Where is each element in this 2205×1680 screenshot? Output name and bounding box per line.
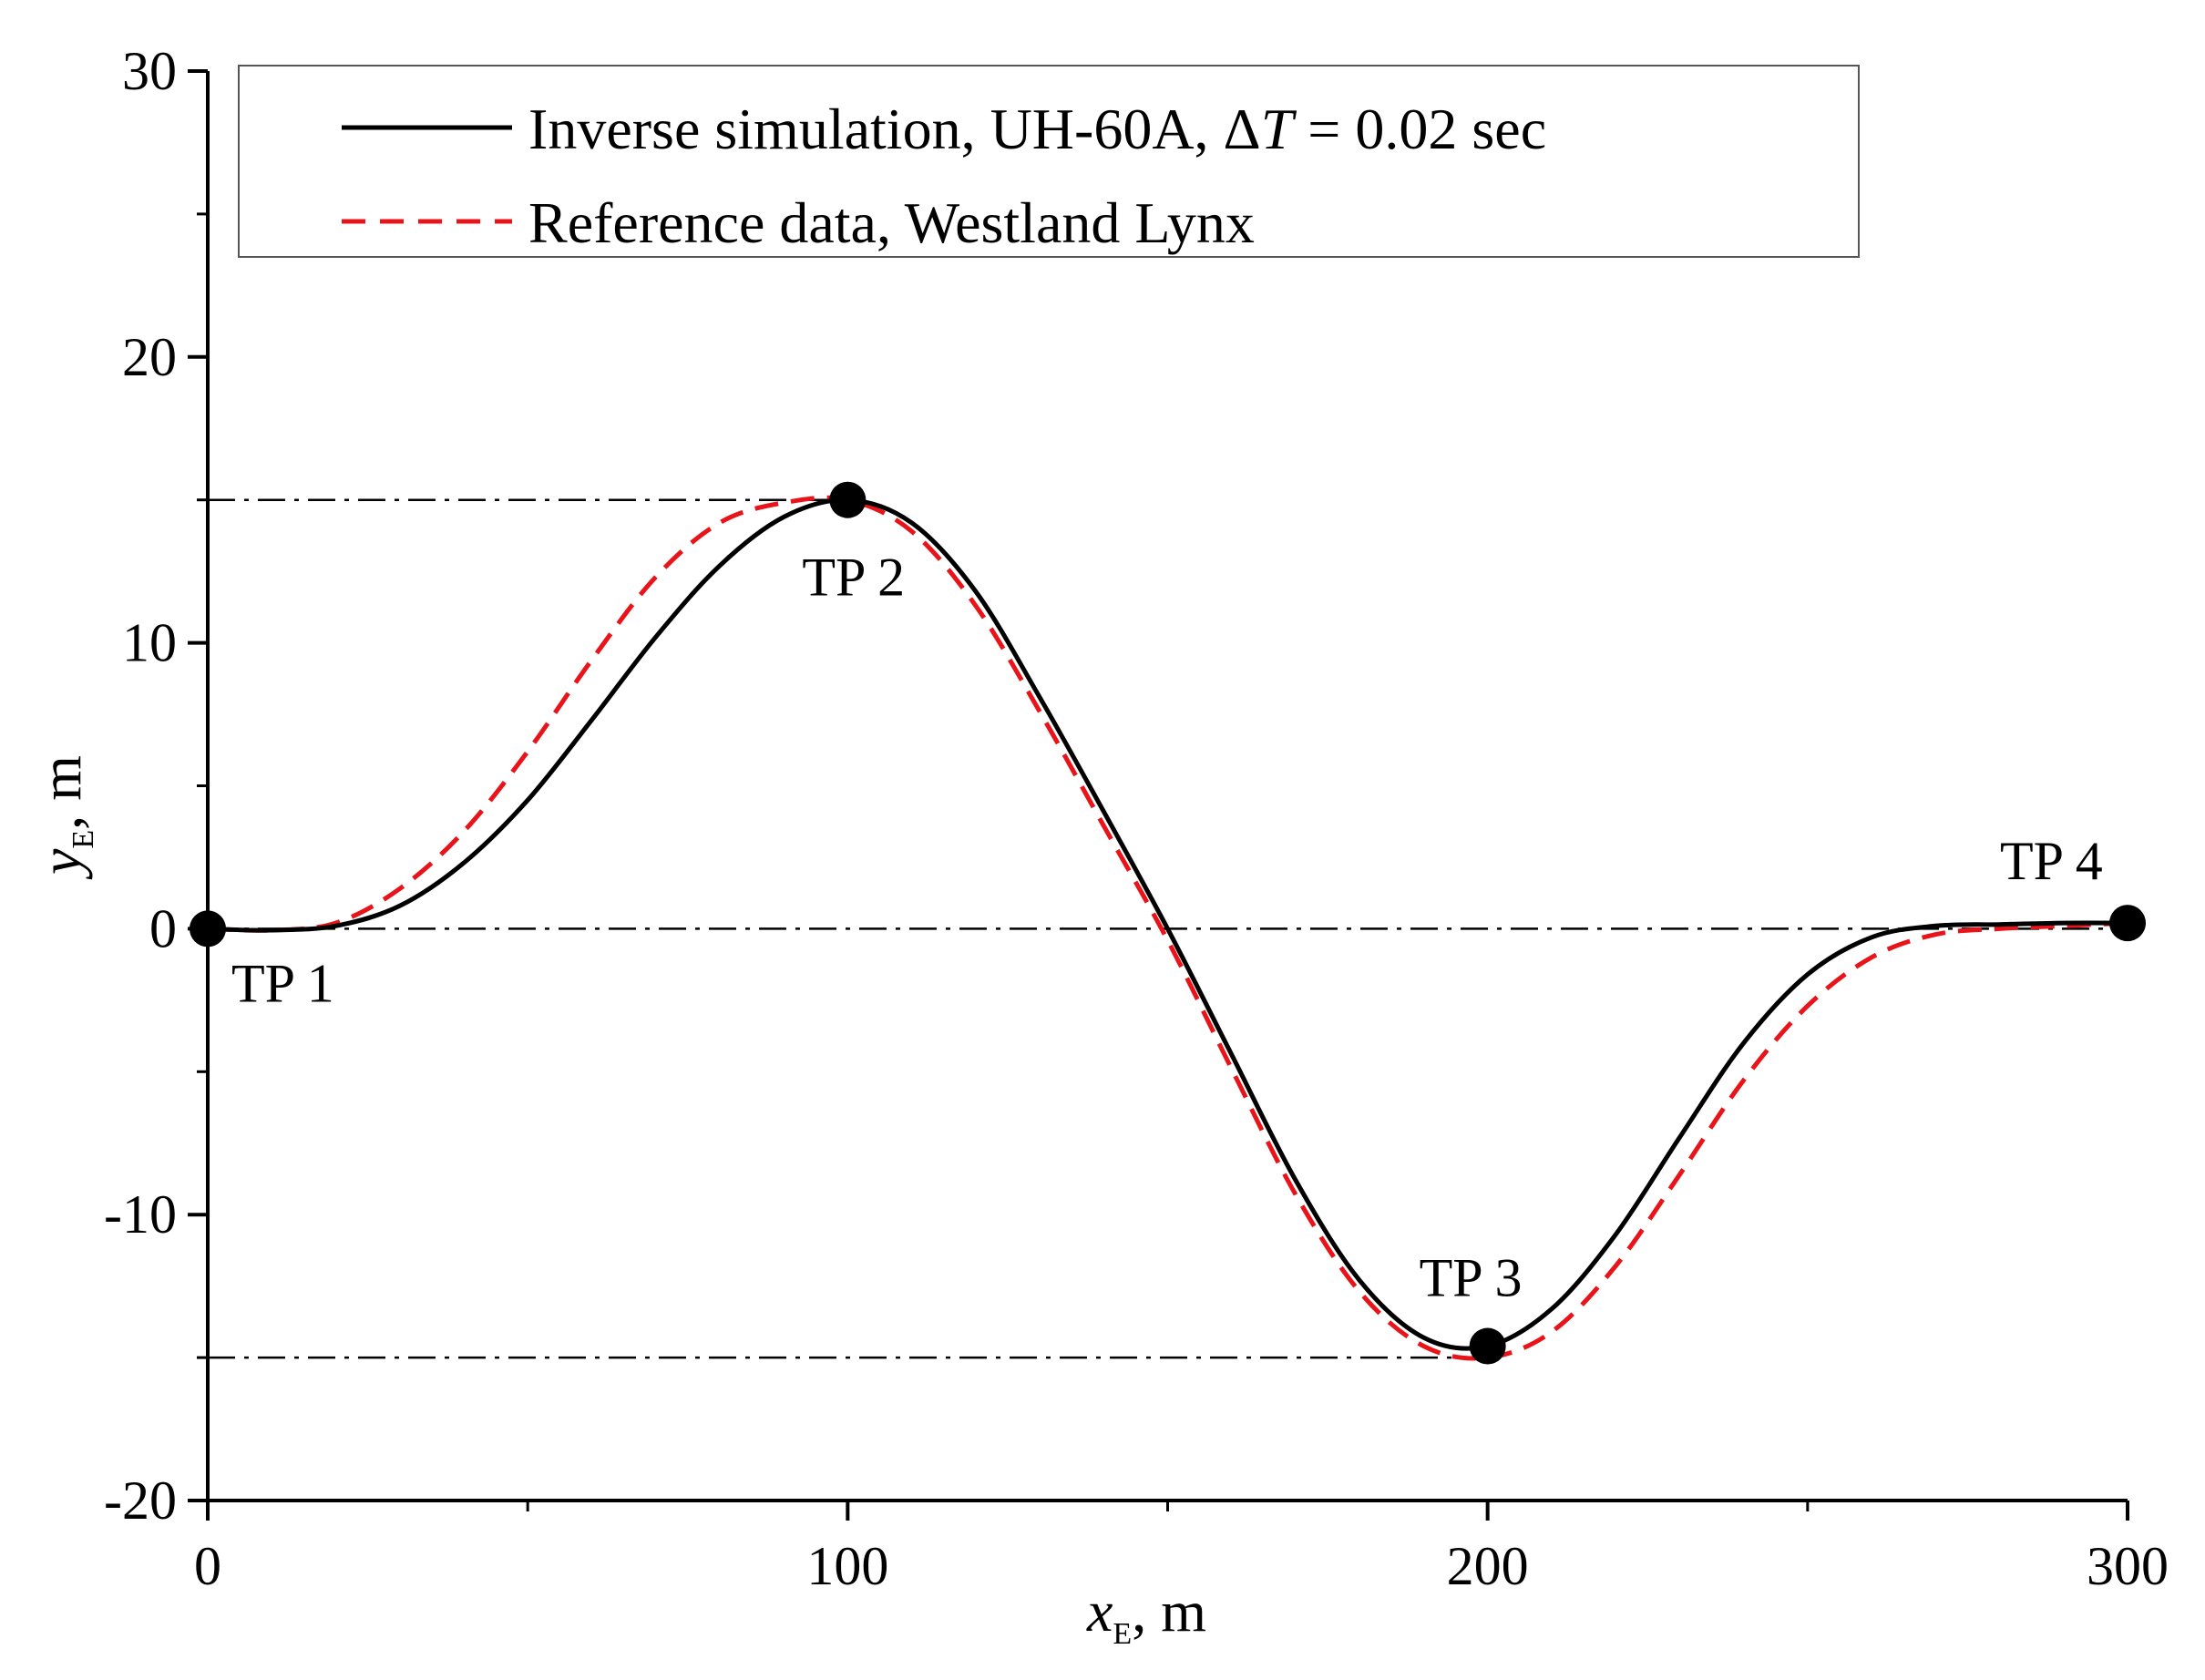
series-group xyxy=(207,495,2128,1361)
x-axis-var: x xyxy=(1086,1579,1113,1644)
x-axis-title: xE, m xyxy=(1086,1579,1206,1651)
x-tick-label: 0 xyxy=(194,1536,221,1596)
legend-inverse-prefix: Inverse simulation, UH-60A, Δ xyxy=(528,97,1261,161)
y-tick-label: 30 xyxy=(122,41,177,101)
series-reference-line xyxy=(207,495,2128,1361)
y-tick-label: 20 xyxy=(122,327,177,387)
legend-inverse-italic: T xyxy=(1261,97,1297,161)
turn-point-label: TP 3 xyxy=(1420,1248,1523,1308)
turn-point-label: TP 1 xyxy=(231,953,334,1013)
turn-point-label: TP 2 xyxy=(802,548,905,608)
legend-label-inverse: Inverse simulation, UH-60A, ΔT = 0.02 se… xyxy=(528,97,1546,161)
turn-point-marker xyxy=(1469,1327,1506,1365)
turn-point-marker xyxy=(2109,905,2146,942)
x-tick-label: 200 xyxy=(1447,1536,1529,1596)
y-tick-label: 0 xyxy=(149,898,177,958)
legend-label-reference: Reference data, Westland Lynx xyxy=(528,190,1255,255)
y-tick-label: 10 xyxy=(122,613,177,673)
x-axis-unit: , m xyxy=(1132,1579,1206,1644)
turn-points: TP 1 TP 2 TP 3 TP 4 xyxy=(190,481,2146,1365)
y-axis-unit: , m xyxy=(28,755,93,830)
x-axis-sub: E xyxy=(1113,1617,1132,1651)
y-axis-title: yE, m xyxy=(28,755,100,880)
legend-box xyxy=(238,65,1860,258)
axes xyxy=(206,71,2128,1502)
turn-point-label: TP 4 xyxy=(2000,831,2103,891)
y-axis-sub: E xyxy=(67,830,100,849)
y-tick-label: -20 xyxy=(104,1470,177,1531)
turn-point-marker xyxy=(829,481,867,518)
series-inverse-line xyxy=(207,497,2128,1351)
y-tick-label: -10 xyxy=(104,1184,177,1245)
legend: Inverse simulation, UH-60A, ΔT = 0.02 se… xyxy=(238,65,1860,258)
legend-inverse-suffix: = 0.02 sec xyxy=(1293,97,1546,161)
x-tick-label: 300 xyxy=(2087,1536,2169,1596)
x-tick-label: 100 xyxy=(806,1536,888,1596)
y-axis-var: y xyxy=(28,848,93,880)
